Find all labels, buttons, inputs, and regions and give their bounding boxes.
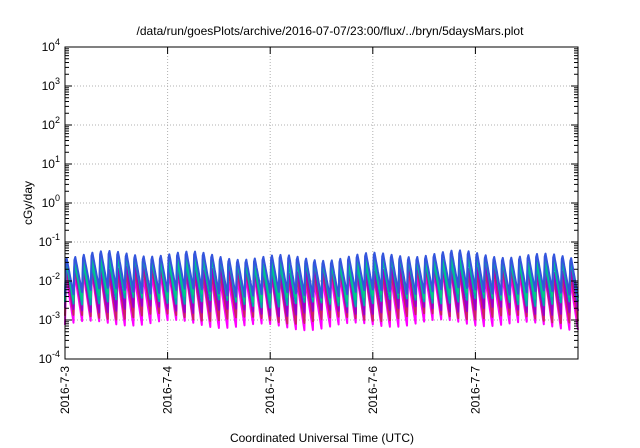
x-tick-label: 2016-7-4: [161, 366, 175, 414]
grid: [65, 47, 578, 359]
y-axis-label: cGy/day: [21, 181, 35, 225]
x-tick-label: 2016-7-6: [366, 366, 380, 414]
series-line: [64, 249, 579, 299]
y-tick-label: 10-4: [39, 349, 60, 366]
y-tick-label: 100: [42, 193, 60, 210]
y-tick-label: 10-2: [39, 271, 60, 288]
y-tick-label: 101: [42, 154, 60, 171]
series-line: [64, 257, 579, 309]
y-tick-label: 10-1: [39, 232, 60, 249]
x-axis-label: Coordinated Universal Time (UTC): [230, 431, 414, 445]
y-tick-label: 102: [42, 115, 60, 132]
y-tick-label: 103: [42, 76, 60, 93]
series-line: [64, 254, 579, 303]
y-tick-label: 104: [42, 37, 60, 54]
y-tick-label: 10-3: [39, 310, 60, 327]
chart-title: /data/run/goesPlots/archive/2016-07-07/2…: [137, 24, 525, 38]
y-axis: 10-4 10-3 10-2 10-1 100 101 102 103 104: [39, 37, 578, 366]
series-group: [64, 249, 579, 332]
x-axis: 2016-7-3 2016-7-4 2016-7-5 2016-7-6 2016-7-7: [58, 47, 482, 414]
x-tick-label: 2016-7-7: [468, 366, 482, 414]
x-tick-label: 2016-7-3: [58, 366, 72, 414]
series-line: [64, 262, 579, 318]
series-line: [64, 267, 579, 325]
series-line: [64, 273, 579, 332]
x-tick-label: 2016-7-5: [263, 366, 277, 414]
